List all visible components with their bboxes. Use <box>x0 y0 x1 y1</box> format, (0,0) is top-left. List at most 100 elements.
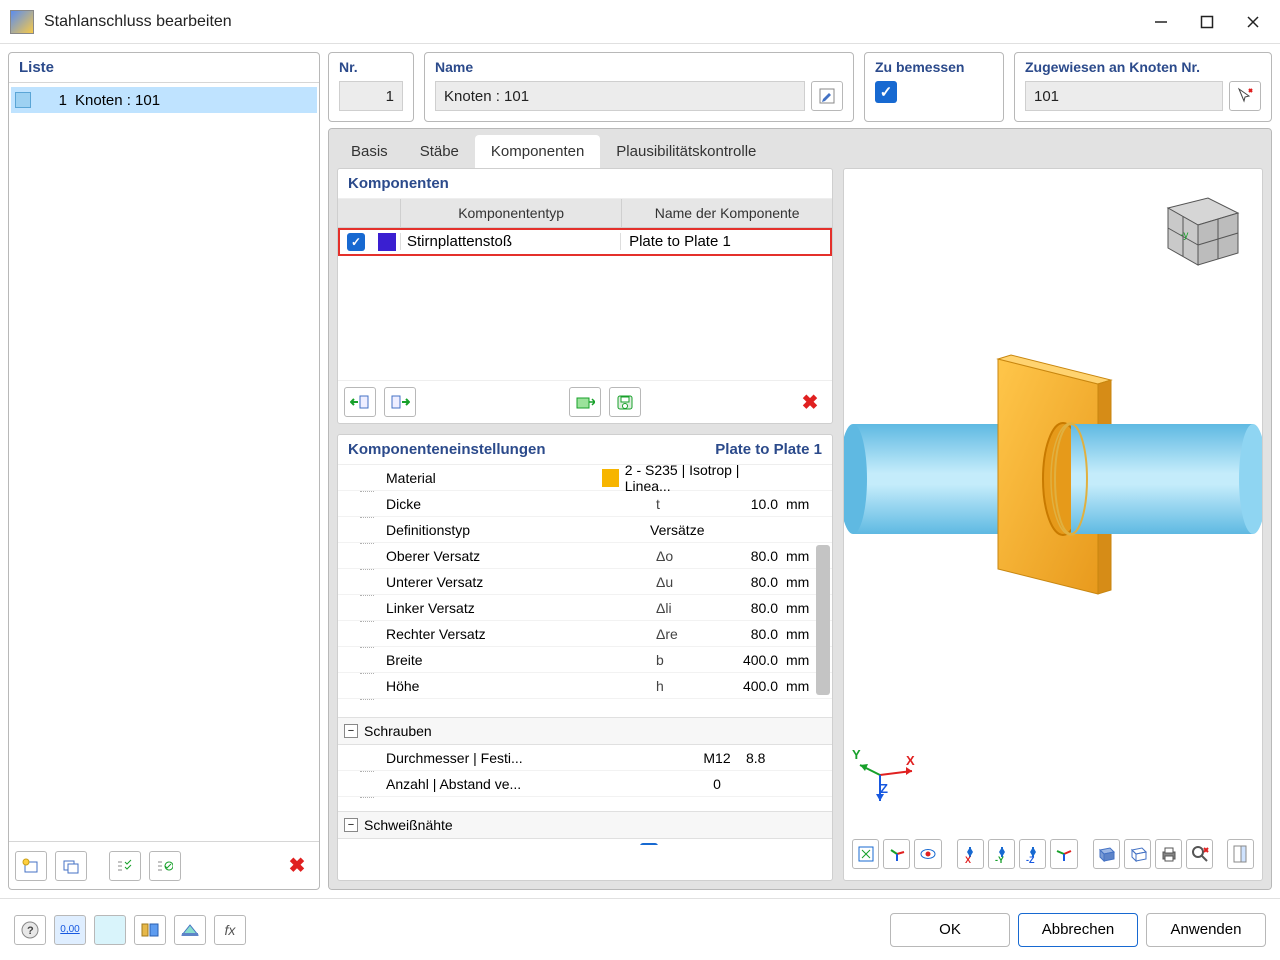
layers-button[interactable] <box>134 915 166 945</box>
ok-button[interactable]: OK <box>890 913 1010 947</box>
units-button[interactable]: 0,00 <box>54 915 86 945</box>
settings-header-rhs: Plate to Plate 1 <box>715 441 822 458</box>
view-show-button[interactable] <box>914 839 941 869</box>
nr-field[interactable]: 1 <box>339 81 403 111</box>
help-button[interactable]: ? <box>14 915 46 945</box>
view-print-button[interactable] <box>1155 839 1182 869</box>
setting-hoehe[interactable]: Höhe h 400.0 mm <box>338 673 832 699</box>
setting-material[interactable]: Material 2 - S235 | Isotrop | Linea... <box>338 465 832 491</box>
komponenten-row[interactable]: ✓ Stirnplattenstoß Plate to Plate 1 <box>338 228 832 256</box>
setting-oberer-versatz[interactable]: Oberer Versatz Δo 80.0 mm <box>338 543 832 569</box>
edit-name-button[interactable] <box>811 81 843 111</box>
view-toolbar: X -Y -Z <box>852 836 1254 872</box>
view-x-button[interactable]: X <box>957 839 984 869</box>
list-panel: Liste 1 Knoten : 101 ✖ <box>8 52 320 890</box>
setting-definitionstyp[interactable]: Definitionstyp Versätze <box>338 517 832 543</box>
color-button[interactable] <box>94 915 126 945</box>
name-field[interactable]: Knoten : 101 <box>435 81 805 111</box>
kom-insert-right-button[interactable] <box>384 387 416 417</box>
setting-linker-versatz[interactable]: Linker Versatz Δli 80.0 mm <box>338 595 832 621</box>
new-item-button[interactable] <box>15 851 47 881</box>
settings-header: Komponenteneinstellungen Plate to Plate … <box>338 435 832 465</box>
view-wire-button[interactable] <box>1124 839 1151 869</box>
kom-insert-left-button[interactable] <box>344 387 376 417</box>
window-title: Stahlanschluss bearbeiten <box>44 13 232 31</box>
apply-button[interactable]: Anwenden <box>1146 913 1266 947</box>
material-button[interactable] <box>174 915 206 945</box>
titlebar: Stahlanschluss bearbeiten <box>0 0 1280 44</box>
tabs-container: Basis Stäbe Komponenten Plausibilitätsko… <box>328 128 1272 890</box>
view-neg-z-button[interactable]: -Z <box>1019 839 1046 869</box>
svg-text:?: ? <box>27 925 34 937</box>
minimize-button[interactable] <box>1138 6 1184 38</box>
kom-row-checkbox[interactable]: ✓ <box>347 233 365 251</box>
tab-basis[interactable]: Basis <box>335 135 404 168</box>
view-neg-y-button[interactable]: -Y <box>988 839 1015 869</box>
view-iso-button[interactable] <box>1050 839 1077 869</box>
zugewiesen-label: Zugewiesen an Knoten Nr. <box>1025 59 1261 75</box>
maximize-button[interactable] <box>1184 6 1230 38</box>
copy-item-button[interactable] <box>55 851 87 881</box>
kom-save-button[interactable] <box>609 387 641 417</box>
list-item-number: 1 <box>41 92 67 109</box>
expander-icon[interactable]: − <box>344 724 358 738</box>
tabstrip: Basis Stäbe Komponenten Plausibilitätsko… <box>329 129 1271 168</box>
navigation-cube[interactable]: -y <box>1148 183 1248 273</box>
setting-breite[interactable]: Breite b 400.0 mm <box>338 647 832 673</box>
model-render <box>844 329 1262 629</box>
fx-button[interactable]: fx <box>214 915 246 945</box>
list-toolbar: ✖ <box>9 841 319 889</box>
app-icon <box>10 10 34 34</box>
checklist-button-2[interactable] <box>149 851 181 881</box>
settings-scrollbar[interactable] <box>816 545 830 695</box>
setting-member1-wand[interactable]: Member 1 | Wand aw1... ✓ 2 - S2... 5.0 m… <box>338 839 832 845</box>
view-axes-button[interactable] <box>883 839 910 869</box>
kom-delete-button[interactable]: ✖ <box>794 387 826 417</box>
col-name-der-komponente: Name der Komponente <box>622 199 832 227</box>
svg-text:-y: -y <box>1180 230 1188 241</box>
setting-anzahl[interactable]: Anzahl | Abstand ve... 0 <box>338 771 832 797</box>
cancel-button[interactable]: Abbrechen <box>1018 913 1138 947</box>
setting-durchmesser[interactable]: Durchmesser | Festi... M12 8.8 <box>338 745 832 771</box>
zugewiesen-field[interactable]: 101 <box>1025 81 1223 111</box>
weld-icon <box>660 845 680 846</box>
settings-body: Material 2 - S235 | Isotrop | Linea... D… <box>338 465 832 845</box>
zu-bemessen-checkbox[interactable]: ✓ <box>875 81 897 103</box>
komponenten-header: Komponenten <box>338 169 832 199</box>
zu-bemessen-card: Zu bemessen ✓ <box>864 52 1004 122</box>
view-page-button[interactable] <box>1227 839 1254 869</box>
view-fit-button[interactable] <box>852 839 879 869</box>
svg-text:-Y: -Y <box>995 855 1004 863</box>
kom-row-color <box>374 233 400 251</box>
list-item-label: Knoten : 101 <box>75 92 160 109</box>
3d-view[interactable]: -y <box>843 168 1263 881</box>
kom-export-button[interactable] <box>569 387 601 417</box>
zugewiesen-card: Zugewiesen an Knoten Nr. 101 <box>1014 52 1272 122</box>
zu-bemessen-label: Zu bemessen <box>875 59 993 75</box>
group-schweissnaehte[interactable]: − Schweißnähte <box>338 811 832 839</box>
list-item[interactable]: 1 Knoten : 101 <box>11 87 317 113</box>
close-button[interactable] <box>1230 6 1276 38</box>
pick-node-button[interactable] <box>1229 81 1261 111</box>
nr-card: Nr. 1 <box>328 52 414 122</box>
name-card: Name Knoten : 101 <box>424 52 854 122</box>
setting-unterer-versatz[interactable]: Unterer Versatz Δu 80.0 mm <box>338 569 832 595</box>
group-schrauben[interactable]: − Schrauben <box>338 717 832 745</box>
col-komponententyp: Komponententyp <box>400 199 622 227</box>
weld-checkbox[interactable]: ✓ <box>640 843 658 846</box>
view-solid-button[interactable] <box>1093 839 1120 869</box>
checklist-button-1[interactable] <box>109 851 141 881</box>
axis-triad: XYZ <box>858 757 918 810</box>
kom-row-name: Plate to Plate 1 <box>621 233 832 250</box>
header-cards: Nr. 1 Name Knoten : 101 Zu bemessen ✓ Zu… <box>328 52 1272 122</box>
list-body: 1 Knoten : 101 <box>9 83 319 841</box>
tab-plausibilitaet[interactable]: Plausibilitätskontrolle <box>600 135 772 168</box>
delete-button[interactable]: ✖ <box>281 851 313 881</box>
tab-komponenten[interactable]: Komponenten <box>475 135 600 168</box>
setting-dicke[interactable]: Dicke t 10.0 mm <box>338 491 832 517</box>
komponenten-box: Komponenten Komponententyp Name der Komp… <box>337 168 833 424</box>
tab-staebe[interactable]: Stäbe <box>404 135 475 168</box>
setting-rechter-versatz[interactable]: Rechter Versatz Δre 80.0 mm <box>338 621 832 647</box>
expander-icon[interactable]: − <box>344 818 358 832</box>
view-search-button[interactable] <box>1186 839 1213 869</box>
